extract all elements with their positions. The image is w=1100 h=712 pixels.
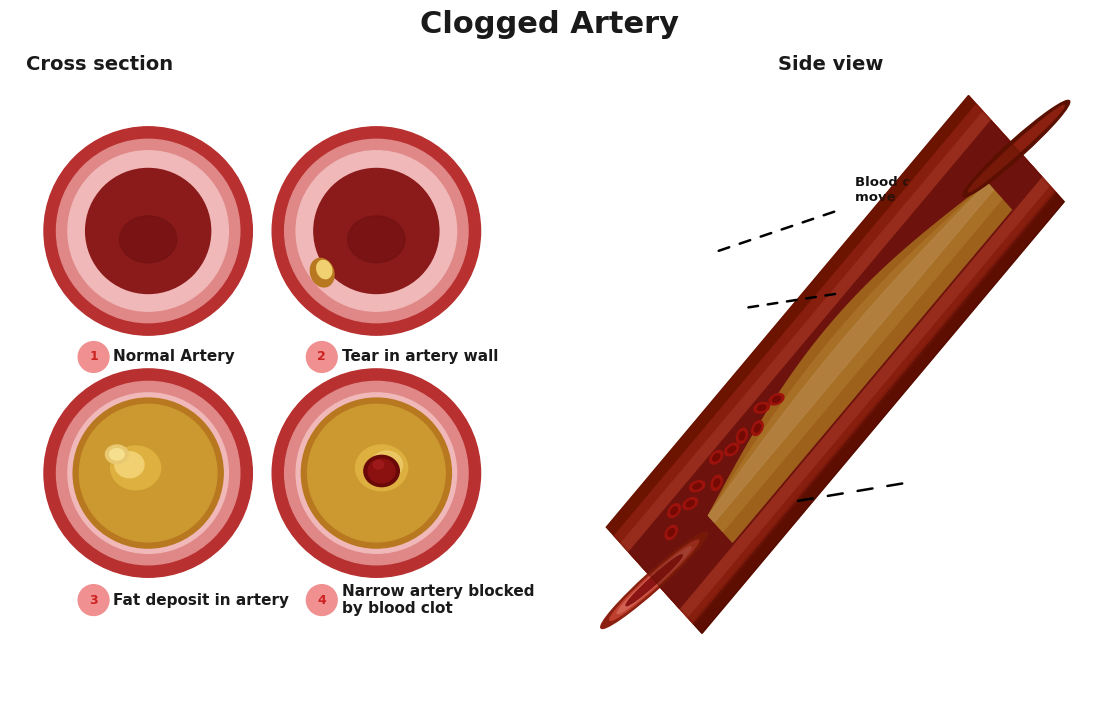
Ellipse shape: [772, 396, 781, 402]
Ellipse shape: [710, 451, 723, 464]
Ellipse shape: [962, 100, 1070, 197]
Circle shape: [272, 127, 481, 335]
Text: Artery: Artery: [657, 494, 704, 508]
Ellipse shape: [739, 431, 745, 440]
Ellipse shape: [758, 405, 766, 411]
Polygon shape: [629, 120, 1042, 608]
Ellipse shape: [686, 501, 694, 507]
Ellipse shape: [769, 394, 784, 405]
Circle shape: [56, 140, 240, 323]
Ellipse shape: [668, 528, 674, 536]
Ellipse shape: [666, 525, 678, 540]
Text: 4: 4: [318, 594, 327, 607]
Ellipse shape: [626, 555, 682, 606]
Ellipse shape: [106, 445, 129, 464]
Text: Tear in artery wall: Tear in artery wall: [342, 350, 498, 365]
Ellipse shape: [683, 498, 697, 510]
Ellipse shape: [714, 478, 719, 487]
Ellipse shape: [737, 428, 747, 444]
Circle shape: [78, 342, 109, 372]
Polygon shape: [614, 105, 1056, 624]
Text: Clogged Artery: Clogged Artery: [420, 10, 680, 39]
Ellipse shape: [368, 459, 395, 483]
Circle shape: [68, 393, 229, 553]
Polygon shape: [606, 95, 1064, 634]
Polygon shape: [621, 112, 1049, 617]
Text: Cross section: Cross section: [26, 55, 173, 74]
Polygon shape: [708, 183, 1011, 542]
Circle shape: [314, 169, 439, 293]
Text: 2: 2: [318, 350, 327, 364]
Ellipse shape: [355, 445, 408, 491]
Ellipse shape: [690, 481, 705, 492]
Circle shape: [307, 342, 338, 372]
Ellipse shape: [609, 540, 698, 620]
Text: 1: 1: [89, 350, 98, 364]
Text: Blood cells cannot
move through artery: Blood cells cannot move through artery: [855, 177, 1011, 204]
Circle shape: [308, 404, 446, 542]
Circle shape: [296, 151, 456, 311]
Ellipse shape: [601, 532, 707, 629]
Circle shape: [296, 393, 456, 553]
Ellipse shape: [693, 483, 702, 489]
Circle shape: [86, 169, 211, 293]
Ellipse shape: [728, 446, 736, 453]
Ellipse shape: [371, 451, 403, 478]
Circle shape: [56, 382, 240, 565]
Text: 3: 3: [89, 594, 98, 607]
Text: Narrow artery blocked
by blood clot: Narrow artery blocked by blood clot: [342, 584, 535, 617]
Text: Side view: Side view: [778, 55, 883, 74]
Ellipse shape: [310, 258, 334, 287]
Ellipse shape: [751, 421, 763, 436]
Circle shape: [44, 369, 252, 577]
Ellipse shape: [725, 444, 739, 456]
Circle shape: [74, 398, 223, 548]
Ellipse shape: [668, 503, 681, 518]
Ellipse shape: [617, 547, 691, 614]
Circle shape: [301, 398, 451, 548]
Circle shape: [44, 127, 252, 335]
Ellipse shape: [755, 424, 760, 432]
Circle shape: [307, 585, 338, 615]
Ellipse shape: [671, 507, 678, 515]
Polygon shape: [693, 192, 1064, 634]
Circle shape: [272, 369, 481, 577]
Circle shape: [285, 382, 468, 565]
Ellipse shape: [110, 449, 124, 460]
Text: Fat deposit in artery: Fat deposit in artery: [113, 592, 289, 607]
Ellipse shape: [754, 402, 769, 413]
Circle shape: [78, 585, 109, 615]
Ellipse shape: [317, 261, 332, 278]
Text: Normal Artery: Normal Artery: [113, 350, 235, 365]
Ellipse shape: [373, 461, 384, 469]
Text: Fat deposit: Fat deposit: [855, 286, 939, 299]
Circle shape: [285, 140, 468, 323]
Ellipse shape: [120, 216, 177, 263]
Polygon shape: [606, 95, 1055, 623]
Ellipse shape: [114, 451, 144, 478]
Circle shape: [79, 404, 217, 542]
Circle shape: [68, 151, 229, 311]
Ellipse shape: [111, 446, 161, 490]
Ellipse shape: [364, 456, 399, 486]
Ellipse shape: [348, 216, 405, 263]
Polygon shape: [708, 183, 1002, 531]
Ellipse shape: [713, 454, 719, 461]
Ellipse shape: [711, 476, 723, 491]
Ellipse shape: [968, 105, 1064, 192]
Polygon shape: [708, 183, 993, 522]
